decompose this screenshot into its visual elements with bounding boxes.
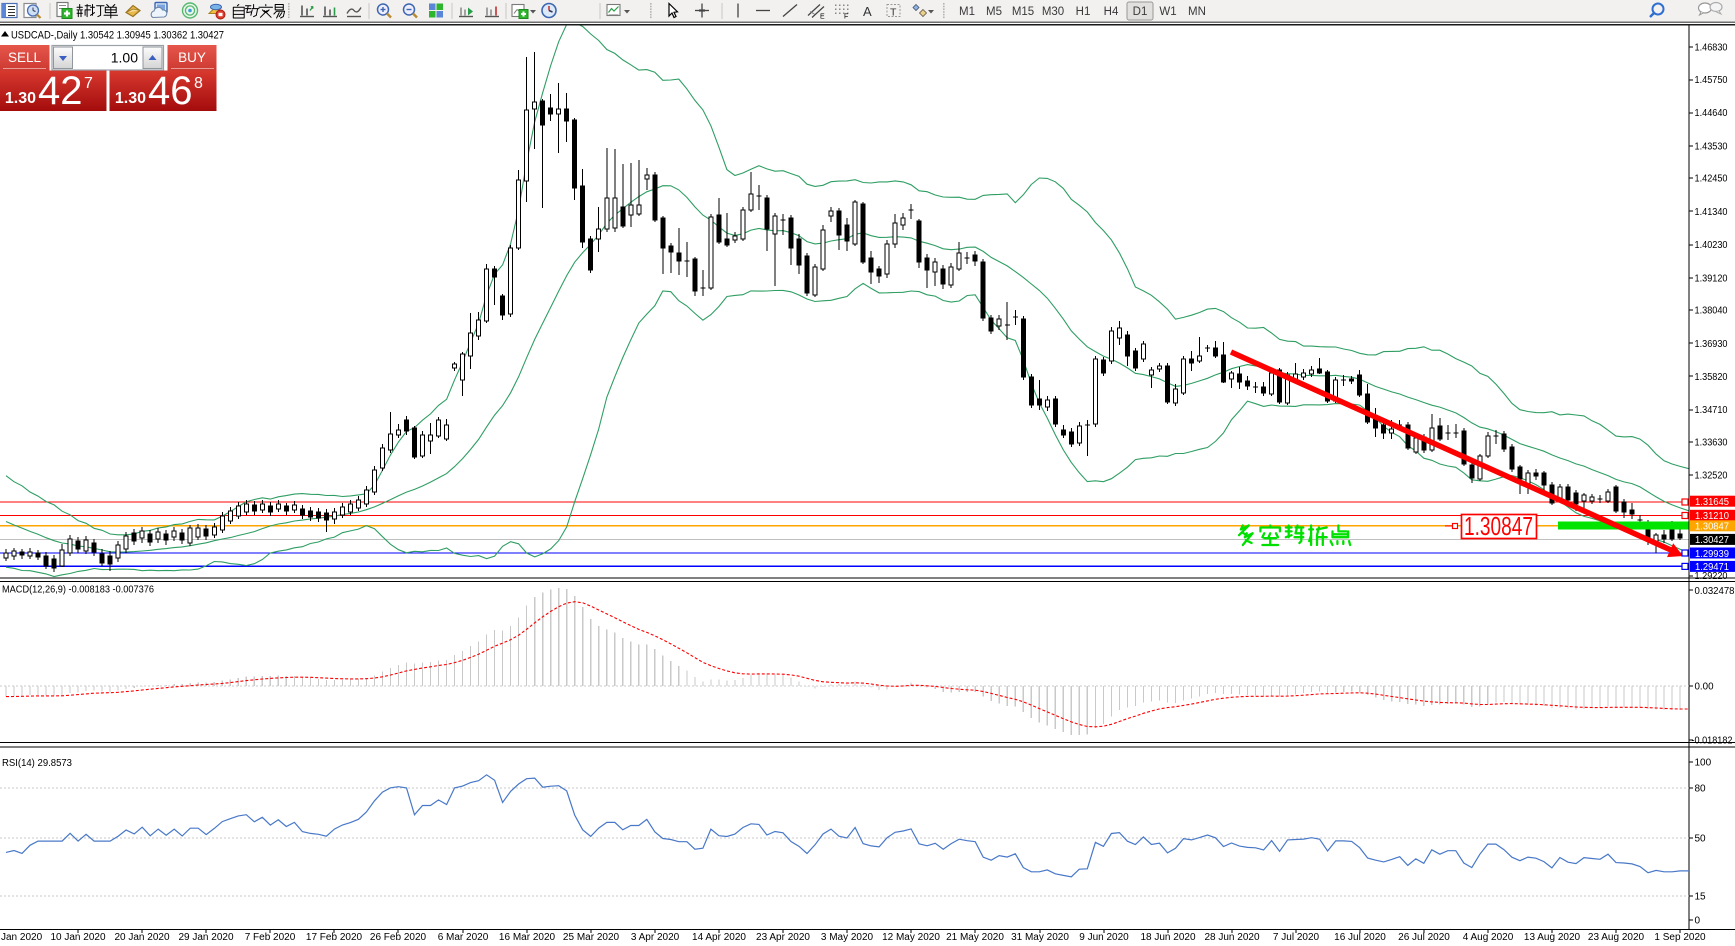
svg-text:6 Mar 2020: 6 Mar 2020 (438, 932, 489, 943)
svg-text:7: 7 (84, 75, 93, 92)
svg-text:1.29939: 1.29939 (1695, 549, 1729, 560)
svg-text:21 May 2020: 21 May 2020 (946, 932, 1004, 943)
svg-text:1.33630: 1.33630 (1695, 438, 1728, 449)
svg-text:MACD(12,26,9) -0.008183 -0.007: MACD(12,26,9) -0.008183 -0.007376 (2, 585, 154, 596)
svg-text:3 Apr 2020: 3 Apr 2020 (631, 932, 680, 943)
svg-text:8: 8 (194, 75, 203, 92)
svg-text:16 Mar 2020: 16 Mar 2020 (499, 932, 556, 943)
svg-text:M30: M30 (1042, 6, 1064, 18)
svg-text:100: 100 (1695, 758, 1712, 769)
svg-text:USDCAD-,Daily 1.30542 1.30945: USDCAD-,Daily 1.30542 1.30945 1.30362 1.… (11, 30, 224, 42)
svg-text:SELL: SELL (8, 50, 42, 65)
svg-text:1 Sep 2020: 1 Sep 2020 (1654, 932, 1706, 943)
svg-text:26 Jul 2020: 26 Jul 2020 (1398, 932, 1450, 943)
svg-text:3 May 2020: 3 May 2020 (821, 932, 874, 943)
svg-text:1.39120: 1.39120 (1695, 273, 1728, 284)
svg-text:28 Jun 2020: 28 Jun 2020 (1204, 932, 1259, 943)
svg-text:MN: MN (1188, 6, 1206, 18)
svg-text:0.00: 0.00 (1695, 682, 1714, 693)
svg-text:H1: H1 (1076, 6, 1091, 18)
svg-text:46: 46 (148, 69, 193, 113)
svg-text:7 Feb 2020: 7 Feb 2020 (245, 932, 296, 943)
svg-text:25 Mar 2020: 25 Mar 2020 (563, 932, 620, 943)
svg-text:10 Jan 2020: 10 Jan 2020 (50, 932, 105, 943)
svg-text:17 Feb 2020: 17 Feb 2020 (306, 932, 363, 943)
svg-text:1.35820: 1.35820 (1695, 372, 1728, 383)
svg-text:0.032478: 0.032478 (1695, 586, 1735, 597)
svg-text:16 Jul 2020: 16 Jul 2020 (1334, 932, 1386, 943)
svg-text:1.40230: 1.40230 (1695, 240, 1728, 251)
svg-text:1.30847: 1.30847 (1464, 511, 1533, 541)
svg-text:42: 42 (38, 69, 83, 113)
svg-text:M5: M5 (986, 6, 1002, 18)
svg-text:9 Jun 2020: 9 Jun 2020 (1079, 932, 1129, 943)
svg-text:M15: M15 (1012, 6, 1034, 18)
svg-text:1.30847: 1.30847 (1695, 522, 1729, 533)
svg-text:29 Jan 2020: 29 Jan 2020 (178, 932, 233, 943)
svg-text:1.30427: 1.30427 (1695, 535, 1729, 546)
svg-text:50: 50 (1695, 833, 1707, 844)
svg-text:1.34710: 1.34710 (1695, 405, 1728, 416)
svg-text:1.30: 1.30 (115, 90, 146, 107)
svg-text:BUY: BUY (178, 50, 206, 65)
svg-text:1.29471: 1.29471 (1695, 562, 1729, 573)
svg-text:20 Jan 2020: 20 Jan 2020 (114, 932, 169, 943)
svg-text:RSI(14) 29.8573: RSI(14) 29.8573 (2, 758, 72, 769)
svg-text:1.00: 1.00 (111, 50, 138, 66)
svg-text:1.41340: 1.41340 (1695, 207, 1728, 218)
svg-text:1.44640: 1.44640 (1695, 108, 1728, 119)
svg-text:1.32520: 1.32520 (1695, 471, 1728, 482)
svg-text:H4: H4 (1104, 6, 1119, 18)
svg-text:13 Aug 2020: 13 Aug 2020 (1524, 932, 1581, 943)
svg-text:1.31210: 1.31210 (1695, 511, 1729, 522)
svg-text:7 Jul 2020: 7 Jul 2020 (1273, 932, 1320, 943)
svg-text:4 Aug 2020: 4 Aug 2020 (1463, 932, 1514, 943)
svg-text:12 May 2020: 12 May 2020 (882, 932, 940, 943)
svg-text:1.38040: 1.38040 (1695, 306, 1728, 317)
svg-text:1.30: 1.30 (5, 90, 36, 107)
svg-text:23 Aug 2020: 23 Aug 2020 (1588, 932, 1645, 943)
svg-text:F: F (844, 14, 848, 21)
svg-text:23 Apr 2020: 23 Apr 2020 (756, 932, 810, 943)
svg-text:1.42450: 1.42450 (1695, 174, 1728, 185)
svg-text:A: A (863, 4, 872, 19)
svg-text:26 Feb 2020: 26 Feb 2020 (370, 932, 427, 943)
svg-text:31 May 2020: 31 May 2020 (1011, 932, 1069, 943)
svg-text:Jan 2020: Jan 2020 (1, 932, 43, 943)
svg-text:14 Apr 2020: 14 Apr 2020 (692, 932, 746, 943)
svg-text:M1: M1 (959, 6, 975, 18)
svg-text:-0.018182: -0.018182 (1692, 736, 1733, 747)
svg-text:E: E (820, 14, 825, 21)
svg-text:1.29220: 1.29220 (1695, 571, 1728, 582)
svg-text:18 Jun 2020: 18 Jun 2020 (1140, 932, 1195, 943)
svg-text:1.45750: 1.45750 (1695, 75, 1728, 86)
svg-text:1.46830: 1.46830 (1695, 43, 1728, 54)
svg-text:T: T (890, 7, 897, 19)
svg-text:D1: D1 (1133, 6, 1148, 18)
svg-text:80: 80 (1695, 783, 1707, 794)
svg-text:1.31645: 1.31645 (1695, 497, 1729, 508)
svg-text:W1: W1 (1159, 6, 1176, 18)
svg-text:0: 0 (1695, 916, 1701, 927)
svg-text:1.36930: 1.36930 (1695, 339, 1728, 350)
svg-text:1.43530: 1.43530 (1695, 141, 1728, 152)
svg-text:15: 15 (1695, 892, 1707, 903)
